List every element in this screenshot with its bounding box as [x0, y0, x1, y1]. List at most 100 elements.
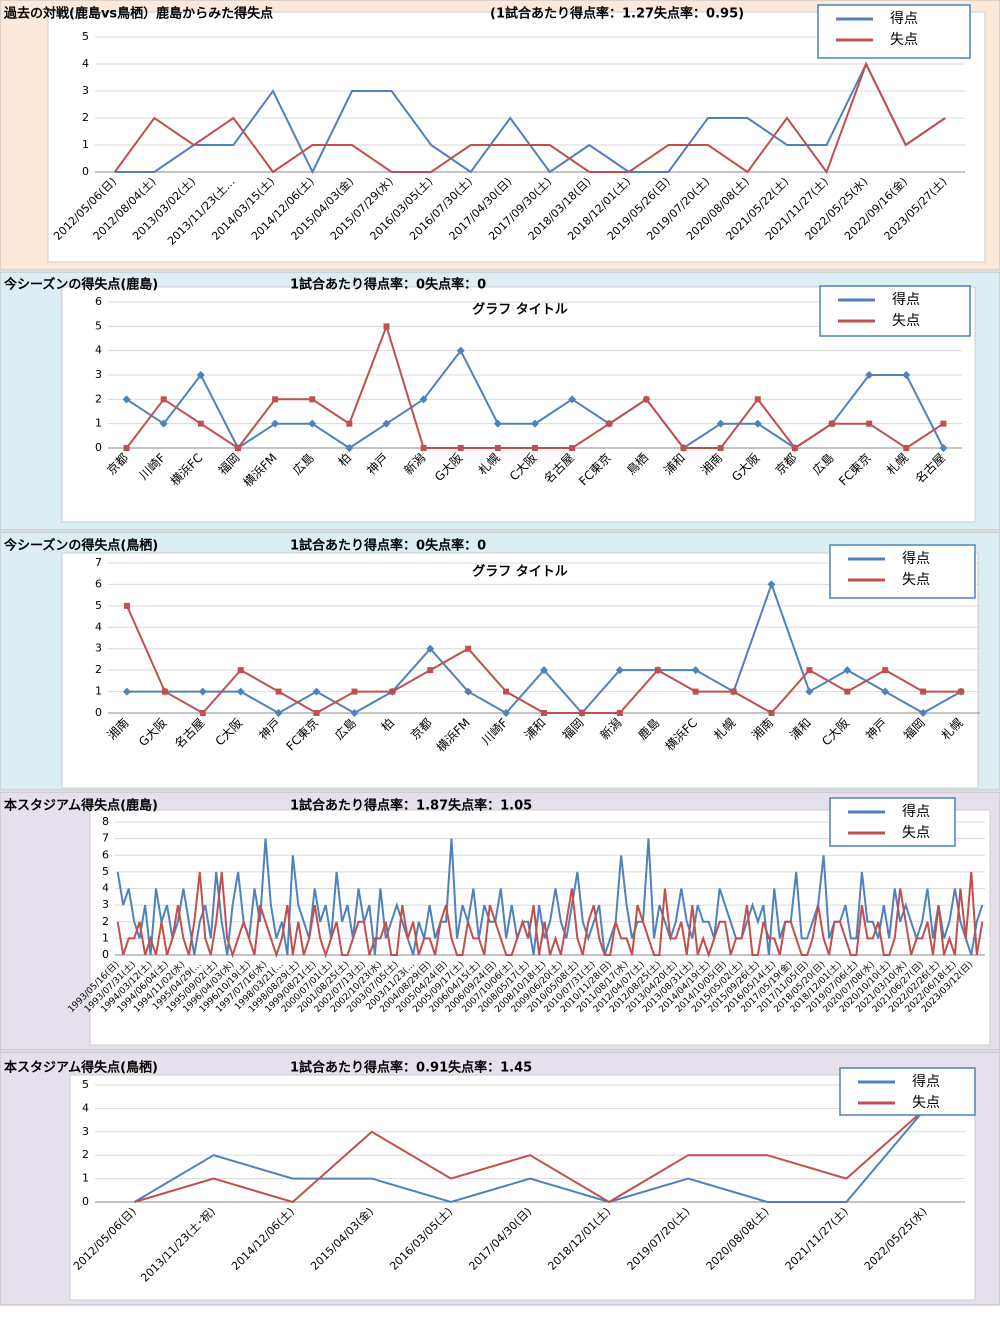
marker — [806, 667, 813, 674]
plot-title: グラフ タイトル — [472, 564, 568, 580]
marker — [274, 709, 283, 717]
y-tick-label: 6 — [95, 577, 102, 590]
marker — [568, 395, 577, 404]
marker — [312, 687, 321, 696]
y-tick-label: 3 — [82, 1125, 89, 1138]
y-tick-label: 1 — [102, 931, 109, 944]
y-tick-label: 4 — [95, 620, 102, 633]
legend-label: 得点 — [912, 1073, 940, 1090]
y-tick-label: 7 — [95, 556, 102, 569]
marker — [767, 580, 776, 589]
panel-subtitle: 1試合あたり得点率：0失点率：0 — [290, 538, 486, 554]
marker — [420, 445, 427, 451]
marker — [843, 666, 852, 675]
panel-subtitle: 1試合あたり得点率：0.91失点率：1.45 — [290, 1060, 532, 1076]
marker — [866, 420, 873, 427]
marker — [805, 687, 814, 696]
marker — [389, 688, 396, 695]
marker — [540, 666, 548, 675]
series-line — [134, 1107, 927, 1204]
series-line — [116, 871, 984, 959]
marker — [197, 420, 204, 427]
marker — [122, 687, 131, 696]
marker — [351, 688, 358, 695]
legend-label: 得点 — [890, 10, 918, 27]
legend-label: 失点 — [902, 825, 930, 841]
y-tick-label: 1 — [95, 685, 102, 698]
marker — [754, 396, 761, 403]
y-tick-label: 3 — [82, 84, 89, 97]
marker — [275, 688, 282, 695]
panel-title: 過去の対戦(鹿島vs鳥栖）鹿島からみた得失点 — [3, 6, 273, 22]
marker — [844, 688, 851, 695]
marker — [345, 444, 354, 452]
marker — [160, 396, 167, 403]
y-tick-label: 3 — [102, 898, 109, 911]
marker — [753, 419, 762, 428]
marker — [716, 419, 725, 428]
plot-title: グラフ タイトル — [472, 302, 568, 318]
marker — [615, 666, 624, 675]
y-tick-label: 1 — [82, 138, 89, 151]
marker — [958, 688, 965, 695]
marker — [272, 396, 279, 403]
marker — [920, 688, 927, 695]
legend-label: 得点 — [892, 291, 920, 308]
marker — [569, 445, 576, 451]
marker — [532, 445, 538, 451]
y-tick-label: 0 — [95, 706, 102, 719]
legend-label: 失点 — [912, 1095, 940, 1111]
marker — [882, 667, 889, 674]
y-tick-label: 5 — [82, 1078, 89, 1091]
marker — [768, 710, 775, 716]
marker — [237, 667, 244, 674]
marker — [730, 688, 737, 695]
y-tick-label: 6 — [95, 295, 102, 308]
y-tick-label: 5 — [102, 865, 109, 878]
marker — [919, 709, 928, 717]
marker — [234, 445, 241, 451]
panel-title: 今シーズンの得失点(鹿島) — [3, 277, 158, 293]
panel-subtitle: 1試合あたり得点率：1.87失点率：1.05 — [290, 798, 532, 814]
marker — [791, 445, 798, 451]
marker — [456, 346, 465, 355]
panel-title: 本スタジアム得失点(鳥栖) — [4, 1060, 158, 1076]
y-tick-label: 4 — [82, 1101, 89, 1114]
marker — [159, 419, 168, 428]
panel-title: 今シーズンの得失点(鳥栖) — [3, 538, 158, 554]
marker — [493, 419, 502, 428]
marker — [346, 420, 353, 427]
marker — [902, 371, 911, 379]
y-tick-label: 3 — [95, 642, 102, 655]
y-tick-label: 5 — [82, 30, 89, 43]
y-tick-label: 3 — [95, 368, 102, 381]
y-tick-label: 2 — [102, 915, 109, 928]
marker — [464, 687, 473, 696]
y-tick-label: 4 — [102, 882, 109, 895]
y-tick-label: 8 — [102, 815, 109, 828]
marker — [427, 667, 434, 674]
chart-area — [89, 809, 991, 1046]
marker — [465, 645, 472, 652]
marker — [313, 710, 320, 716]
marker — [865, 371, 874, 379]
y-tick-label: 1 — [82, 1172, 89, 1185]
legend-label: 失点 — [902, 572, 930, 588]
marker — [122, 395, 131, 404]
marker — [308, 419, 317, 428]
legend-box — [829, 797, 956, 847]
marker — [196, 371, 205, 379]
y-tick-label: 2 — [82, 1148, 89, 1161]
legend-label: 失点 — [892, 313, 920, 329]
y-tick-label: 6 — [102, 848, 109, 861]
y-tick-label: 4 — [95, 344, 102, 357]
y-tick-label: 0 — [102, 948, 109, 961]
marker — [606, 420, 613, 427]
marker — [680, 445, 687, 451]
marker — [199, 710, 206, 716]
series-line — [133, 1107, 927, 1204]
marker — [940, 420, 947, 427]
marker — [881, 687, 890, 696]
marker — [502, 709, 511, 717]
legend-label: 失点 — [890, 32, 918, 48]
